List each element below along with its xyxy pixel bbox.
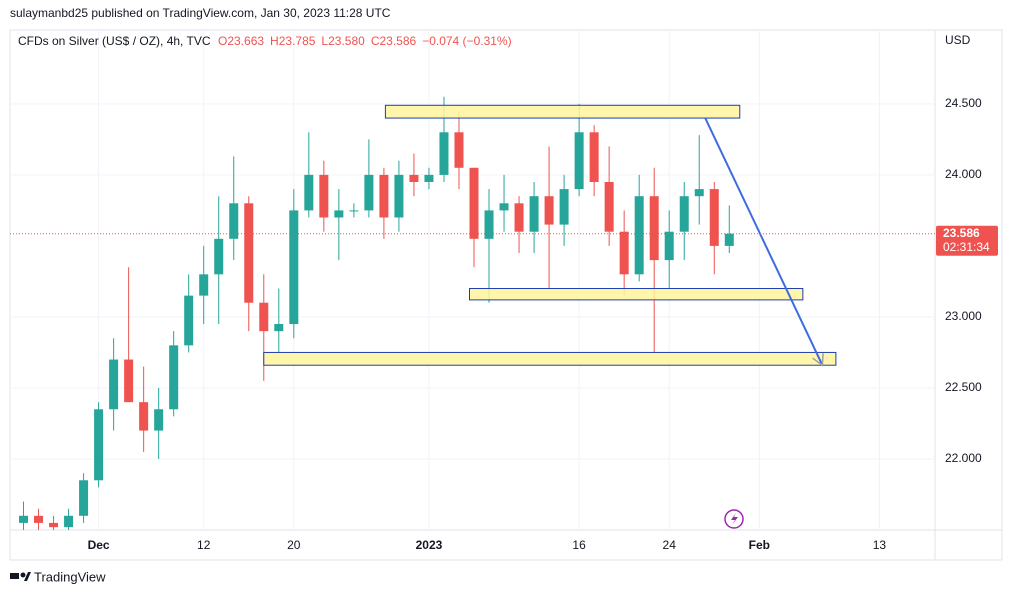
candle-body	[679, 196, 689, 232]
x-tick-label: 12	[197, 538, 211, 552]
x-tick-label: 13	[873, 538, 887, 552]
ohlc-value: −0.074 (−0.31%)	[422, 34, 511, 48]
candle-body	[319, 174, 329, 218]
last-price-label: 23.586	[943, 226, 980, 240]
logo	[10, 572, 31, 581]
symbol: CFDs on Silver (US$ / OZ), 4h, TVC	[18, 34, 211, 48]
marks	[19, 96, 734, 530]
candle-body	[94, 409, 104, 481]
candle-body	[634, 196, 644, 275]
candle-body	[49, 522, 59, 528]
zone	[263, 351, 837, 366]
y-tick-label: 22.000	[945, 451, 982, 465]
candle-body	[109, 359, 119, 410]
candle-body	[169, 345, 179, 410]
candle-body	[469, 167, 479, 239]
candle-body	[64, 515, 74, 528]
ohlc-value: C23.586	[371, 34, 417, 48]
arrow-line	[704, 117, 824, 366]
ohlc-value: L23.580	[321, 34, 365, 48]
x-tick-label: Feb	[749, 538, 770, 552]
candle-body	[409, 174, 419, 182]
y-tick-label: 22.500	[945, 380, 982, 394]
last-price-box	[936, 225, 998, 256]
zone	[468, 288, 804, 301]
candle-body	[214, 238, 224, 275]
candle-body	[379, 174, 389, 218]
candle-body	[544, 196, 554, 225]
ohlc-value: O23.663	[218, 34, 264, 48]
ohlc-value: H23.785	[270, 34, 316, 48]
candle-body	[199, 274, 209, 296]
candle-body	[439, 132, 449, 175]
arrow-head	[812, 353, 824, 367]
candle-body	[574, 132, 584, 190]
footer-brand: TradingView	[34, 569, 106, 584]
candle-body	[694, 189, 704, 197]
x-tick-label: 20	[287, 538, 301, 552]
candle-body	[709, 189, 719, 246]
candle-body	[514, 203, 524, 232]
candle-body	[724, 233, 734, 246]
candle-body	[34, 515, 44, 523]
event-icon-bolt	[731, 513, 738, 525]
candle-body	[604, 181, 614, 232]
y-tick-label: 24.000	[945, 167, 982, 181]
candle-body	[664, 231, 674, 261]
candle-body	[19, 515, 29, 523]
candle-body	[154, 409, 164, 431]
candle-body	[499, 203, 509, 211]
candle-body	[619, 231, 629, 275]
currency: USD	[945, 33, 971, 47]
candle-body	[79, 480, 89, 516]
x-tick-label: Dec	[88, 538, 110, 552]
candle-body	[139, 402, 149, 431]
header: sulaymanbd25 published on TradingView.co…	[10, 6, 391, 20]
event-icon[interactable]	[724, 509, 744, 529]
candle-body	[334, 210, 344, 218]
candle-body	[559, 189, 569, 225]
candle-body	[244, 203, 254, 303]
candle-body	[289, 210, 299, 325]
candle-body	[259, 302, 269, 332]
frame	[9, 29, 1003, 561]
y-tick-label: 23.000	[945, 309, 982, 323]
zone	[384, 104, 741, 119]
candle-body	[529, 196, 539, 232]
candle-body	[184, 295, 194, 346]
countdown-label: 02:31:34	[943, 240, 990, 254]
x-tick-label: 24	[663, 538, 677, 552]
candle-body	[229, 203, 239, 239]
candle-body	[124, 359, 134, 403]
candle-body	[484, 210, 494, 239]
candle-body	[364, 174, 374, 211]
candle-body	[274, 324, 284, 332]
y-tick-label: 24.500	[945, 96, 982, 110]
candle-body	[349, 210, 359, 212]
candle-body	[589, 132, 599, 182]
candle-body	[454, 132, 464, 168]
candle-body	[304, 174, 314, 211]
x-tick-label: 16	[572, 538, 586, 552]
drawings	[10, 104, 935, 367]
candle-body	[649, 196, 659, 261]
x-tick-label: 2023	[416, 538, 443, 552]
candle-body	[394, 174, 404, 218]
candle-body	[424, 174, 434, 182]
